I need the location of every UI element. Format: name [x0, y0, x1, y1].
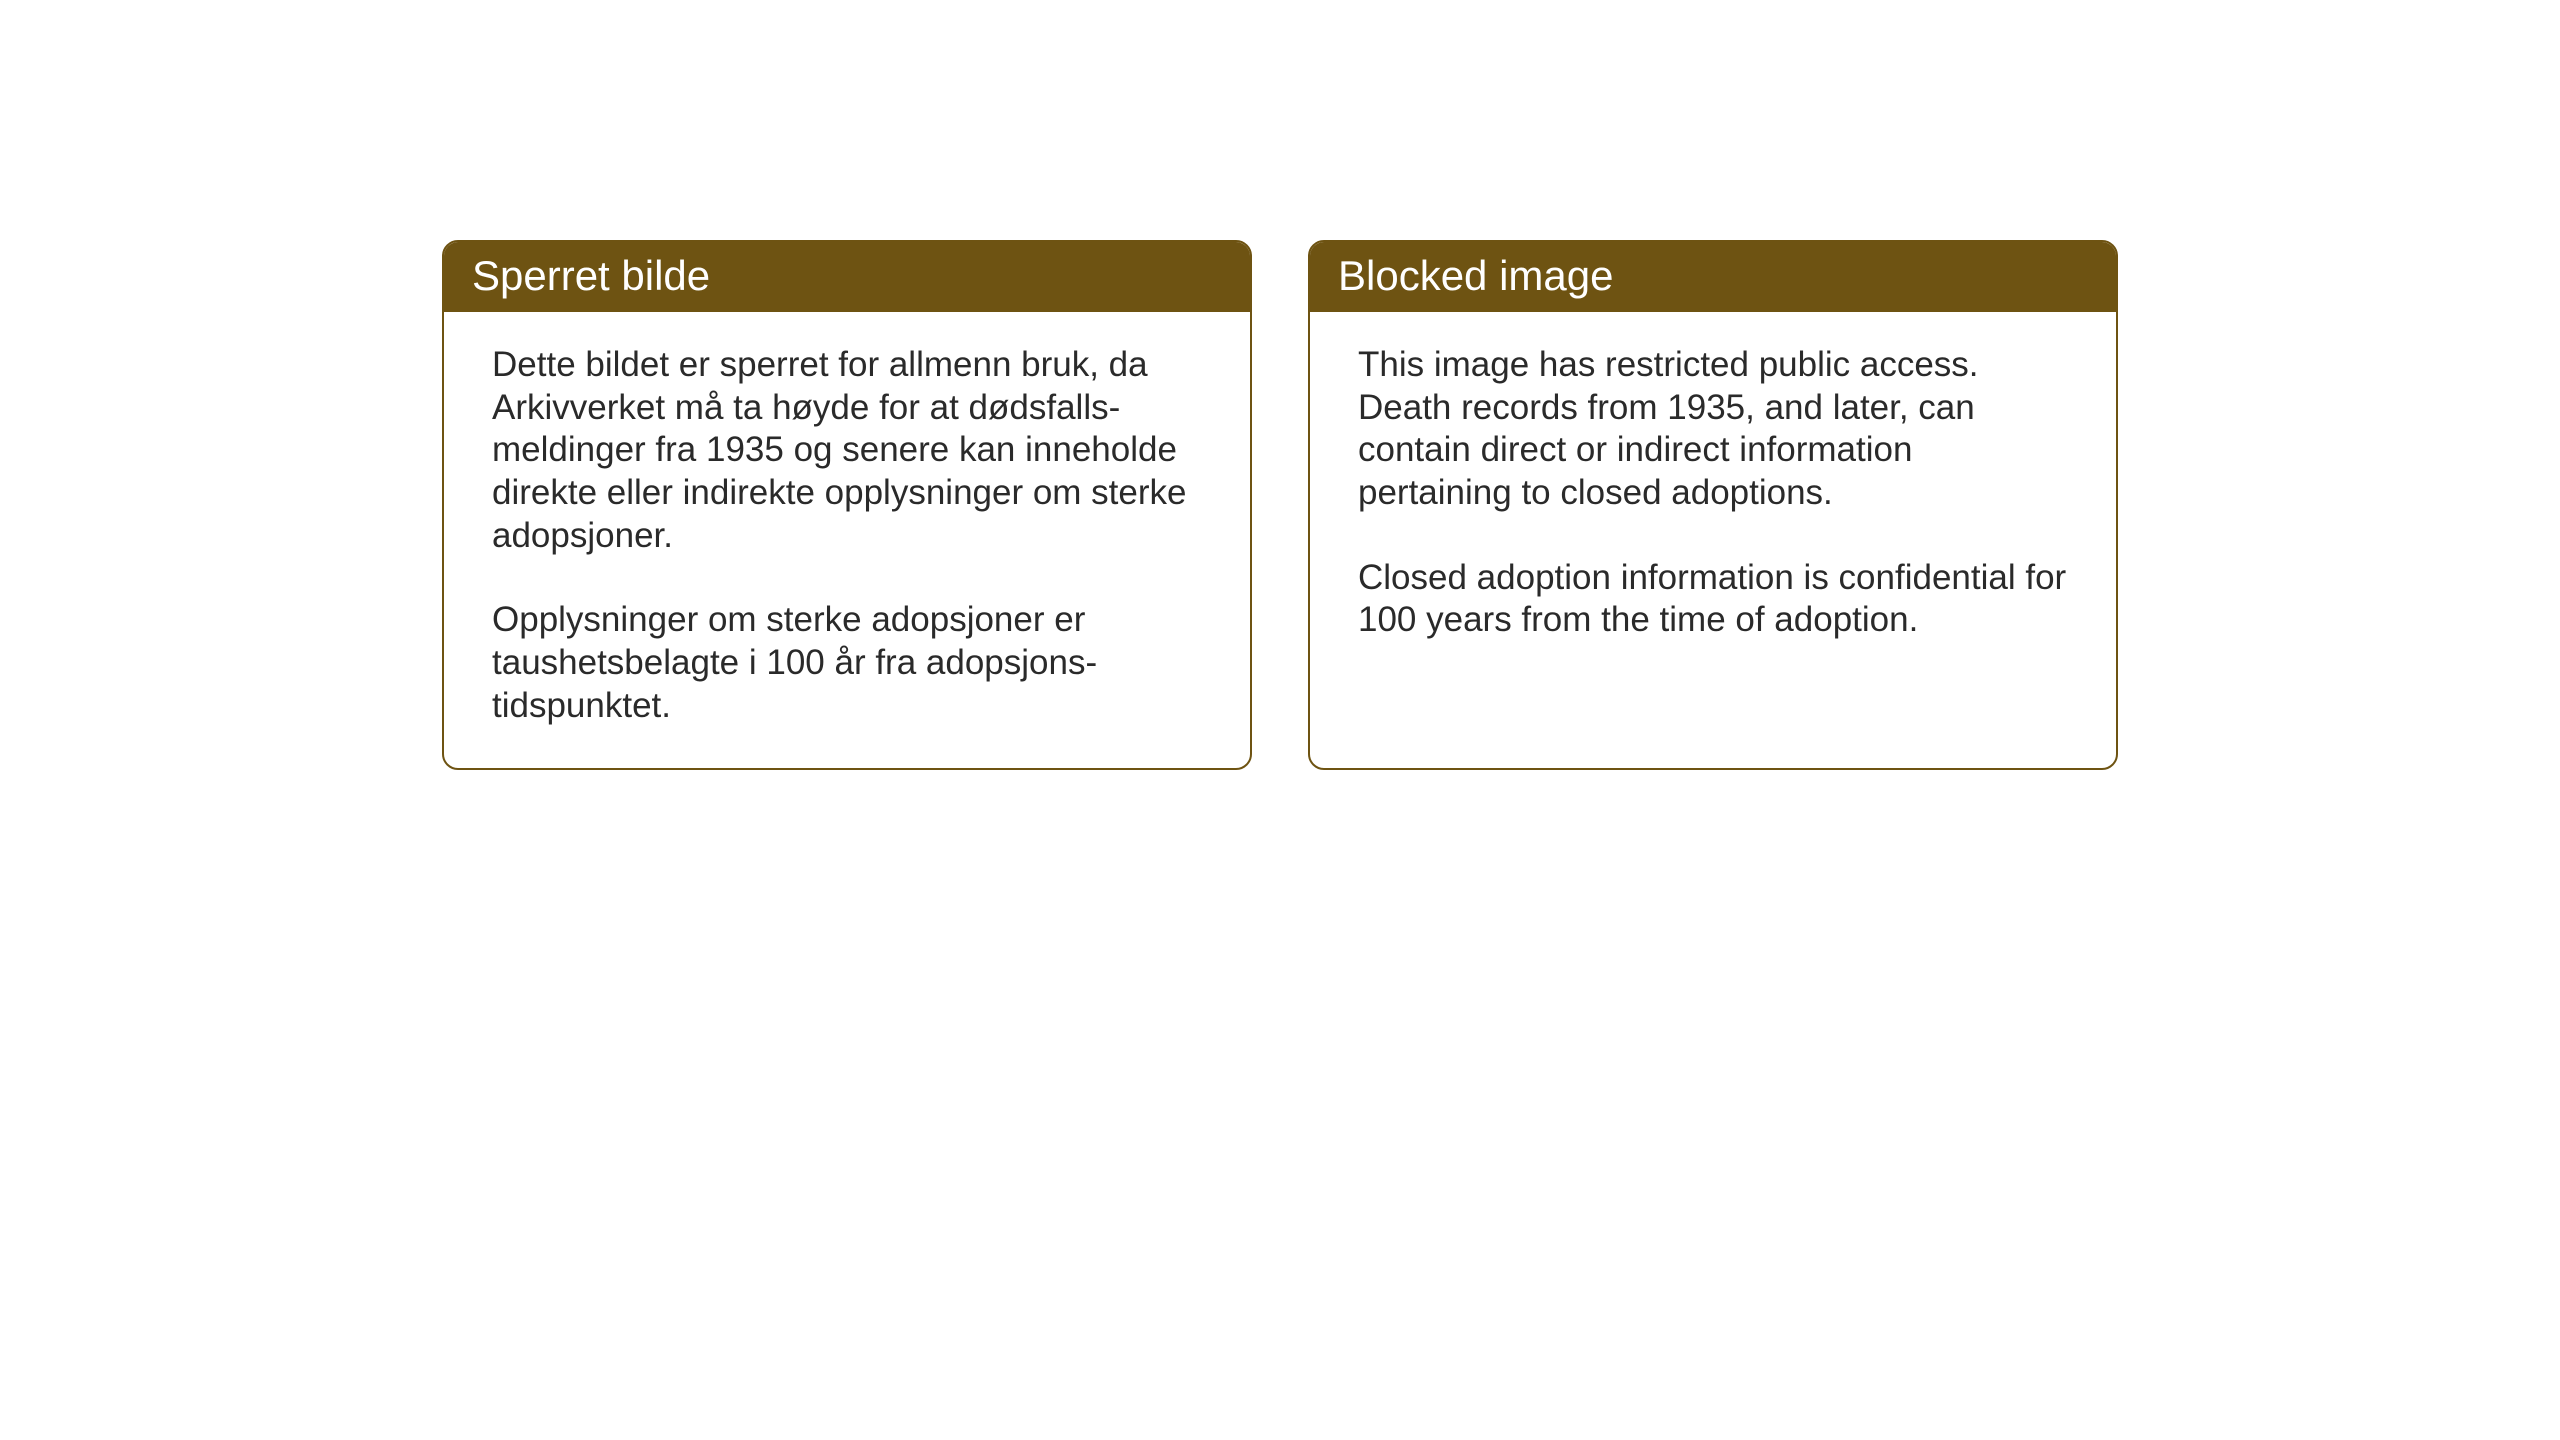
- norwegian-paragraph-1: Dette bildet er sperret for allmenn bruk…: [492, 344, 1206, 557]
- norwegian-card-title: Sperret bilde: [444, 242, 1250, 312]
- norwegian-paragraph-2: Opplysninger om sterke adopsjoner er tau…: [492, 599, 1206, 727]
- card-container: Sperret bilde Dette bildet er sperret fo…: [0, 0, 2560, 770]
- english-card-title: Blocked image: [1310, 242, 2116, 312]
- english-card: Blocked image This image has restricted …: [1308, 240, 2118, 770]
- norwegian-card-body: Dette bildet er sperret for allmenn bruk…: [444, 312, 1250, 768]
- english-card-body: This image has restricted public access.…: [1310, 312, 2116, 762]
- english-paragraph-2: Closed adoption information is confident…: [1358, 557, 2072, 642]
- english-paragraph-1: This image has restricted public access.…: [1358, 344, 2072, 515]
- norwegian-card: Sperret bilde Dette bildet er sperret fo…: [442, 240, 1252, 770]
